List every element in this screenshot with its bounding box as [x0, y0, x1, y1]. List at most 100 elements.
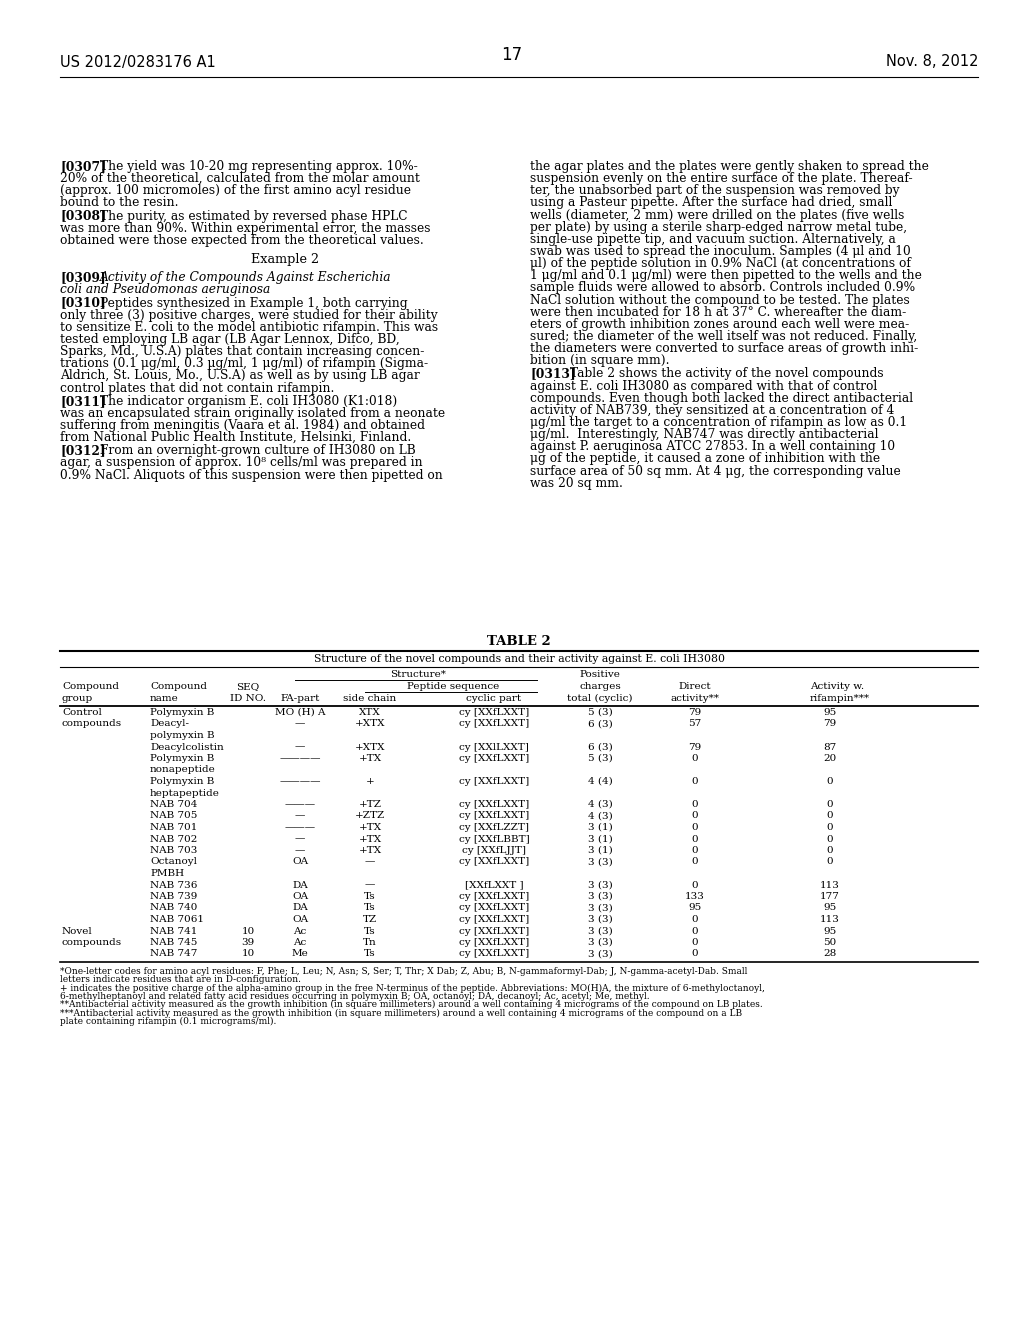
Text: 0: 0: [691, 834, 698, 843]
Text: **Antibacterial activity measured as the growth inhibition (in square millimeter: **Antibacterial activity measured as the…: [60, 1001, 763, 1010]
Text: Structure of the novel compounds and their activity against E. coli IH3080: Structure of the novel compounds and the…: [313, 653, 725, 664]
Text: +XTX: +XTX: [354, 719, 385, 729]
Text: OA: OA: [292, 892, 308, 902]
Text: 3 (3): 3 (3): [588, 880, 612, 890]
Text: 5 (3): 5 (3): [588, 754, 612, 763]
Text: 133: 133: [685, 892, 705, 902]
Text: 3 (3): 3 (3): [588, 927, 612, 936]
Text: Control: Control: [62, 708, 101, 717]
Text: side chain: side chain: [343, 694, 396, 704]
Text: *One-letter codes for amino acyl residues: F, Phe; L, Leu; N, Asn; S, Ser; T, Th: *One-letter codes for amino acyl residue…: [60, 968, 748, 975]
Text: +: +: [366, 777, 375, 785]
Text: 0: 0: [691, 880, 698, 890]
Text: surface area of 50 sq mm. At 4 μg, the corresponding value: surface area of 50 sq mm. At 4 μg, the c…: [530, 465, 901, 478]
Text: name: name: [150, 694, 179, 704]
Text: 0: 0: [826, 858, 834, 866]
Text: 95: 95: [688, 903, 701, 912]
Text: 0: 0: [691, 754, 698, 763]
Text: Positive: Positive: [580, 671, 621, 678]
Text: 10: 10: [242, 949, 255, 958]
Text: Novel: Novel: [62, 927, 93, 936]
Text: bition (in square mm).: bition (in square mm).: [530, 354, 670, 367]
Text: 0: 0: [826, 822, 834, 832]
Text: Ts: Ts: [365, 892, 376, 902]
Text: 3 (3): 3 (3): [588, 939, 612, 946]
Text: cy [XXfLZZT]: cy [XXfLZZT]: [459, 822, 529, 832]
Text: +ZTZ: +ZTZ: [355, 812, 385, 821]
Text: Sparks, Md., U.S.A) plates that contain increasing concen-: Sparks, Md., U.S.A) plates that contain …: [60, 345, 424, 358]
Text: ID NO.: ID NO.: [230, 694, 266, 704]
Text: Ts: Ts: [365, 927, 376, 936]
Text: Compound: Compound: [62, 682, 119, 690]
Text: control plates that did not contain rifampin.: control plates that did not contain rifa…: [60, 381, 335, 395]
Text: cy [XXfLXXT]: cy [XXfLXXT]: [459, 719, 529, 729]
Text: +XTX: +XTX: [354, 742, 385, 751]
Text: letters indicate residues that are in D-configuration.: letters indicate residues that are in D-…: [60, 975, 301, 985]
Text: 79: 79: [823, 719, 837, 729]
Text: was 20 sq mm.: was 20 sq mm.: [530, 477, 623, 490]
Text: wells (diameter, 2 mm) were drilled on the plates (five wells: wells (diameter, 2 mm) were drilled on t…: [530, 209, 904, 222]
Text: cy [XXfLJJT]: cy [XXfLJJT]: [462, 846, 526, 855]
Text: 50: 50: [823, 939, 837, 946]
Text: the agar plates and the plates were gently shaken to spread the: the agar plates and the plates were gent…: [530, 160, 929, 173]
Text: 0.9% NaCl. Aliquots of this suspension were then pipetted on: 0.9% NaCl. Aliquots of this suspension w…: [60, 469, 442, 482]
Text: Ts: Ts: [365, 903, 376, 912]
Text: 1 μg/ml and 0.1 μg/ml) were then pipetted to the wells and the: 1 μg/ml and 0.1 μg/ml) were then pipette…: [530, 269, 922, 282]
Text: ———: ———: [285, 800, 315, 809]
Text: Me: Me: [292, 949, 308, 958]
Text: 79: 79: [688, 708, 701, 717]
Text: nonapeptide: nonapeptide: [150, 766, 216, 775]
Text: cy [XXfLBBT]: cy [XXfLBBT]: [459, 834, 529, 843]
Text: Polymyxin B: Polymyxin B: [150, 754, 214, 763]
Text: cy [XXfLXXT]: cy [XXfLXXT]: [459, 777, 529, 785]
Text: Deacylcolistin: Deacylcolistin: [150, 742, 224, 751]
Text: 20% of the theoretical, calculated from the molar amount: 20% of the theoretical, calculated from …: [60, 172, 420, 185]
Text: Peptides synthesized in Example 1, both carrying: Peptides synthesized in Example 1, both …: [99, 297, 408, 310]
Text: only three (3) positive charges, were studied for their ability: only three (3) positive charges, were st…: [60, 309, 437, 322]
Text: —: —: [295, 742, 305, 751]
Text: 20: 20: [823, 754, 837, 763]
Text: 79: 79: [688, 742, 701, 751]
Text: [0310]: [0310]: [60, 297, 105, 310]
Text: + indicates the positive charge of the alpha-amino group in the free N-terminus : + indicates the positive charge of the a…: [60, 983, 765, 993]
Text: to sensitize E. coli to the model antibiotic rifampin. This was: to sensitize E. coli to the model antibi…: [60, 321, 438, 334]
Text: coli and Pseudomonas aeruginosa: coli and Pseudomonas aeruginosa: [60, 284, 270, 297]
Text: 0: 0: [691, 915, 698, 924]
Text: 0: 0: [691, 949, 698, 958]
Text: cy [XXfLXXT]: cy [XXfLXXT]: [459, 939, 529, 946]
Text: [0312]: [0312]: [60, 445, 105, 457]
Text: μl) of the peptide solution in 0.9% NaCl (at concentrations of: μl) of the peptide solution in 0.9% NaCl…: [530, 257, 911, 271]
Text: FA-part: FA-part: [281, 694, 319, 704]
Text: NAB 739: NAB 739: [150, 892, 198, 902]
Text: rifampin***: rifampin***: [810, 694, 870, 704]
Text: Compound: Compound: [150, 682, 207, 690]
Text: Activity w.: Activity w.: [810, 682, 864, 690]
Text: the diameters were converted to surface areas of growth inhi-: the diameters were converted to surface …: [530, 342, 919, 355]
Text: 0: 0: [691, 777, 698, 785]
Text: ———: ———: [285, 822, 315, 832]
Text: 17: 17: [502, 46, 522, 63]
Text: +TX: +TX: [358, 834, 382, 843]
Text: cy [XXfLXXT]: cy [XXfLXXT]: [459, 949, 529, 958]
Text: Ac: Ac: [293, 927, 306, 936]
Text: 6 (3): 6 (3): [588, 719, 612, 729]
Text: NAB 736: NAB 736: [150, 880, 198, 890]
Text: NAB 705: NAB 705: [150, 812, 198, 821]
Text: [0308]: [0308]: [60, 210, 105, 223]
Text: 0: 0: [826, 834, 834, 843]
Text: [0309]: [0309]: [60, 272, 105, 284]
Text: +TZ: +TZ: [358, 800, 382, 809]
Text: agar, a suspension of approx. 10⁸ cells/ml was prepared in: agar, a suspension of approx. 10⁸ cells/…: [60, 457, 423, 470]
Text: μg of the peptide, it caused a zone of inhibition with the: μg of the peptide, it caused a zone of i…: [530, 453, 880, 466]
Text: 95: 95: [823, 927, 837, 936]
Text: 0: 0: [826, 800, 834, 809]
Text: was more than 90%. Within experimental error, the masses: was more than 90%. Within experimental e…: [60, 222, 430, 235]
Text: per plate) by using a sterile sharp-edged narrow metal tube,: per plate) by using a sterile sharp-edge…: [530, 220, 907, 234]
Text: compounds: compounds: [62, 719, 122, 729]
Text: 113: 113: [820, 915, 840, 924]
Text: Activity of the Compounds Against Escherichia: Activity of the Compounds Against Escher…: [99, 272, 391, 284]
Text: cy [XXfLXXT]: cy [XXfLXXT]: [459, 812, 529, 821]
Text: cyclic part: cyclic part: [467, 694, 521, 704]
Text: +TX: +TX: [358, 754, 382, 763]
Text: —: —: [365, 880, 375, 890]
